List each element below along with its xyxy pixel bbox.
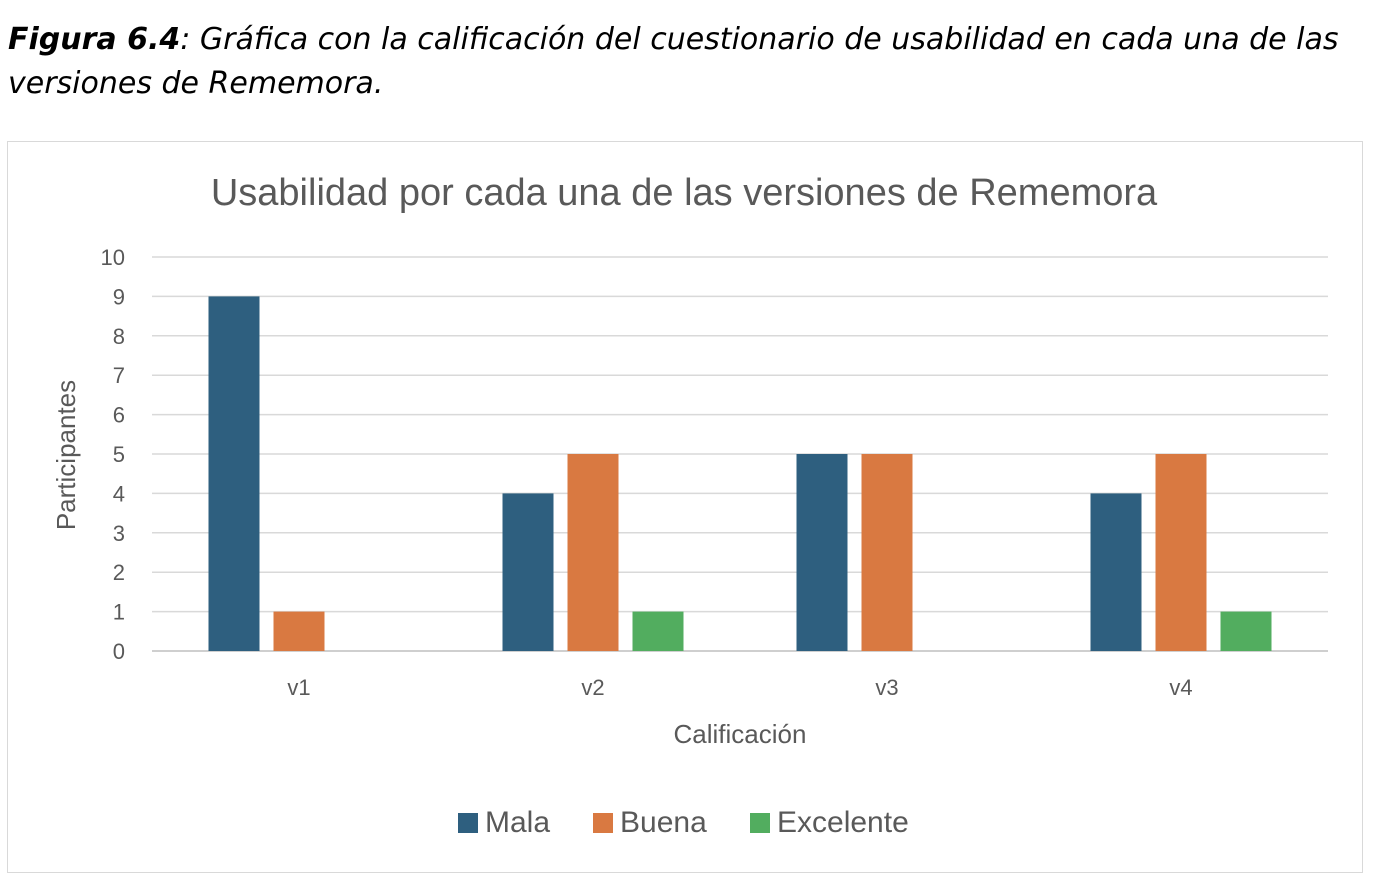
y-tick-label: 9 — [113, 284, 125, 309]
bar-mala-v4 — [1090, 493, 1142, 651]
y-tick-label: 1 — [113, 600, 125, 625]
y-tick-label: 0 — [113, 639, 125, 664]
legend-swatch-buena — [593, 813, 613, 833]
bar-buena-v3 — [861, 454, 913, 651]
bar-excelente-v2 — [632, 611, 684, 651]
x-tick-label: v3 — [875, 675, 898, 700]
figure-caption-label: Figura 6.4 — [8, 22, 181, 57]
y-tick-label: 6 — [113, 403, 125, 428]
bar-buena-v4 — [1155, 454, 1207, 651]
y-tick-label: 3 — [113, 521, 125, 546]
x-tick-label: v1 — [287, 675, 310, 700]
y-axis-label: Participantes — [51, 380, 81, 530]
y-tick-label: 5 — [113, 442, 125, 467]
y-tick-label: 7 — [113, 363, 125, 388]
legend-label-mala: Mala — [485, 806, 550, 839]
y-axis-ticks: 0 1 2 3 4 5 6 7 8 9 10 — [101, 245, 125, 664]
legend-swatch-excelente — [750, 813, 770, 833]
chart-title: Usabilidad por cada una de las versiones… — [211, 172, 1158, 214]
figure-caption: Figura 6.4: Gráfica con la calificación … — [8, 18, 1378, 106]
y-tick-label: 8 — [113, 324, 125, 349]
y-tick-label: 4 — [113, 481, 125, 506]
x-axis-label: Calificación — [674, 719, 807, 749]
x-tick-label: v2 — [581, 675, 604, 700]
bars — [208, 296, 1272, 651]
figure-caption-text: : Gráfica con la calificación del cuesti… — [8, 22, 1339, 101]
bar-buena-v1 — [273, 611, 325, 651]
legend-swatch-mala — [458, 813, 478, 833]
bar-mala-v1 — [208, 296, 260, 651]
bar-mala-v3 — [796, 454, 848, 651]
y-tick-label: 2 — [113, 560, 125, 585]
bar-mala-v2 — [502, 493, 554, 651]
gridlines — [152, 256, 1328, 652]
legend-label-buena: Buena — [620, 806, 707, 839]
y-tick-label: 10 — [101, 245, 125, 270]
x-axis-ticks: v1 v2 v3 v4 — [287, 675, 1192, 700]
legend-label-excelente: Excelente — [777, 806, 909, 839]
x-tick-label: v4 — [1169, 675, 1192, 700]
bar-excelente-v4 — [1220, 611, 1272, 651]
bar-buena-v2 — [567, 454, 619, 651]
legend: Mala Buena Excelente — [458, 806, 909, 839]
